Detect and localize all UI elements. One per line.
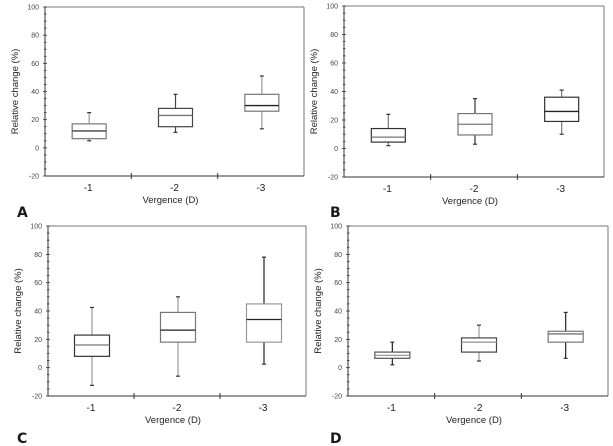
panel-b-box-1-iqr-box xyxy=(370,127,406,143)
panel-a-y-tick-label: 0 xyxy=(35,145,39,152)
panel-a-y-axis-title: Relative change (%) xyxy=(10,49,21,135)
panel-c-box-2-iqr-box xyxy=(159,311,197,343)
panel-d-box-3-iqr-box xyxy=(547,330,584,343)
panel-a-y-tick-label: 60 xyxy=(31,61,39,68)
panel-c-y-tick-label: 0 xyxy=(38,365,42,372)
panel-letter-c: C xyxy=(17,431,27,446)
panel-a-x-tick-label: -2 xyxy=(170,183,179,194)
panel-b-y-tick-label: -20 xyxy=(328,175,338,182)
panel-a-y-tick-label: 20 xyxy=(31,117,39,124)
panel-d-x-axis-title: Vergence (D) xyxy=(446,415,502,426)
panel-d-y-tick-label: 80 xyxy=(334,252,342,259)
panel-c-box-1-iqr-box xyxy=(73,334,111,357)
panel-d-y-axis-title: Relative change (%) xyxy=(313,268,324,354)
panel-d-y-tick-label: 20 xyxy=(334,337,342,344)
panel-c-box-3-iqr-box xyxy=(245,303,283,343)
panel-letter-a: A xyxy=(17,205,28,221)
panel-a-box-2-iqr-box xyxy=(157,107,194,128)
panel-letter-b: B xyxy=(330,205,341,221)
panel-c-y-tick-label: 80 xyxy=(34,252,42,259)
panel-c-y-tick-label: -20 xyxy=(32,394,42,401)
panel-d-x-tick-label: -2 xyxy=(474,403,483,414)
panel-c-y-tick-label: 40 xyxy=(34,309,42,316)
panel-d-y-tick-label: 40 xyxy=(334,309,342,316)
panel-c-x-tick-label: -1 xyxy=(87,403,96,414)
panel-b-y-tick-label: 100 xyxy=(326,4,338,11)
panel-b-y-tick-label: 80 xyxy=(330,32,338,39)
panel-letter-d: D xyxy=(330,431,342,446)
panel-b-box-3-iqr-box xyxy=(544,96,580,123)
panel-a-x-axis-title: Vergence (D) xyxy=(143,195,199,206)
panel-b-x-tick-label: -1 xyxy=(383,184,392,195)
panel-c-x-tick-label: -3 xyxy=(259,403,268,414)
panel-c-x-tick-label: -2 xyxy=(173,403,182,414)
panel-c-y-tick-label: 60 xyxy=(34,280,42,287)
panel-a-y-tick-label: -20 xyxy=(29,174,39,181)
panel-d-x-tick-label: -1 xyxy=(387,403,396,414)
panel-d-y-tick-label: 100 xyxy=(330,224,342,231)
panel-a-y-tick-label: 80 xyxy=(31,33,39,40)
panel-a-x-tick-label: -1 xyxy=(84,183,93,194)
panel-b-x-tick-label: -3 xyxy=(556,184,565,195)
panel-d-box-2-iqr-box xyxy=(460,337,498,353)
panel-c-x-axis-title: Vergence (D) xyxy=(145,415,201,426)
panel-b-y-tick-label: 0 xyxy=(334,146,338,153)
panel-b-x-tick-label: -2 xyxy=(470,184,479,195)
panel-b-y-axis-title: Relative change (%) xyxy=(309,49,320,135)
panel-b-y-tick-label: 40 xyxy=(330,89,338,96)
panel-a-box-3-iqr-box xyxy=(244,93,280,112)
panel-d-y-tick-label: 0 xyxy=(338,365,342,372)
panel-b-y-tick-label: 20 xyxy=(330,118,338,125)
panel-a-x-tick-label: -3 xyxy=(256,183,265,194)
panel-b-y-tick-label: 60 xyxy=(330,61,338,68)
panel-c-y-axis-title: Relative change (%) xyxy=(13,268,24,354)
panel-c-y-tick-label: 20 xyxy=(34,337,42,344)
panel-a-y-tick-label: 40 xyxy=(31,89,39,96)
panel-d-y-tick-label: -20 xyxy=(332,394,342,401)
panel-d-y-tick-label: 60 xyxy=(334,280,342,287)
panel-b-x-axis-title: Vergence (D) xyxy=(442,196,498,207)
panel-d-x-tick-label: -3 xyxy=(560,403,569,414)
panel-c-y-tick-label: 100 xyxy=(30,224,42,231)
panel-a-y-tick-label: 100 xyxy=(27,5,39,12)
